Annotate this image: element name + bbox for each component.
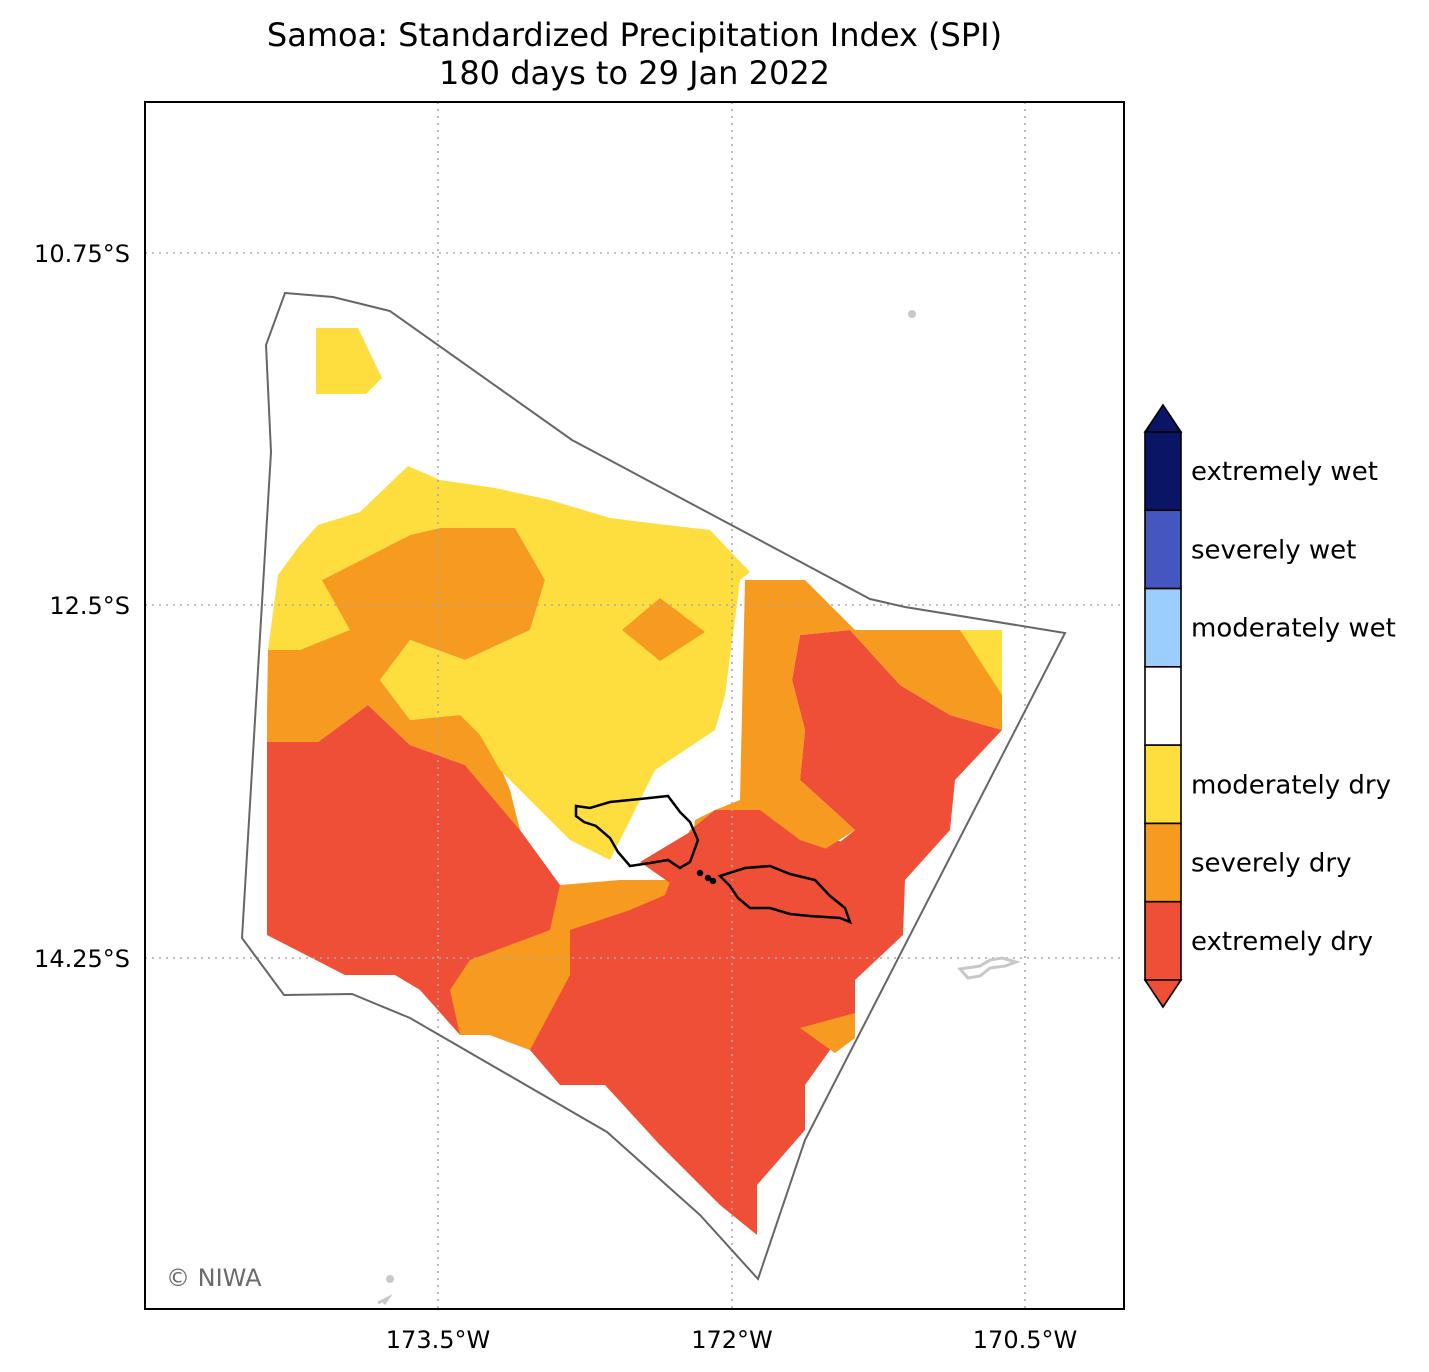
legend-label: extremely dry — [1191, 927, 1373, 957]
legend-label: extremely wet — [1191, 457, 1378, 487]
spi-fill-layer — [267, 328, 1002, 1235]
region-moderately-dry — [316, 328, 382, 394]
colorbar-swatch — [1144, 509, 1182, 590]
spi-colorbar-legend: extremely wet severely wet moderately wet m… — [1143, 403, 1396, 1009]
legend-label: moderately wet — [1191, 614, 1396, 644]
savaii-island — [574, 794, 700, 870]
region-extremely-dry — [640, 810, 860, 935]
colorbar-swatch — [1144, 666, 1182, 746]
region-moderately-dry — [268, 466, 750, 860]
legend-label: moderately dry — [1191, 770, 1391, 800]
lon-label-173.5: 173.5°W — [386, 1326, 490, 1354]
colorbar-extend-bottom — [1143, 979, 1183, 1009]
map-subtitle: 180 days to 29 Jan 2022 — [438, 54, 831, 92]
map-frame — [144, 101, 1125, 1310]
region-severely-dry — [800, 1013, 855, 1053]
gridlines — [145, 102, 1124, 1309]
neighbor-islands — [377, 310, 1021, 1305]
colorbar-swatch — [1144, 587, 1182, 668]
region-extremely-dry — [267, 630, 1002, 1235]
region-severely-dry — [267, 528, 1002, 1050]
samoa-islands — [574, 794, 853, 925]
lon-label-172: 172°W — [691, 1326, 773, 1354]
upolu-island — [717, 864, 853, 925]
copyright-text: © NIWA — [166, 1264, 262, 1292]
legend-label: severely wet — [1191, 535, 1356, 565]
colorbar-extend-top — [1143, 403, 1183, 433]
map-title: Samoa: Standardized Precipitation Index … — [266, 16, 1003, 54]
lat-label-12.5: 12.5°S — [49, 592, 130, 620]
colorbar-swatch — [1144, 822, 1182, 903]
colorbar-swatch — [1144, 744, 1182, 825]
lat-label-14.25: 14.25°S — [34, 945, 130, 973]
american-samoa-island — [957, 956, 1021, 980]
legend-label: severely dry — [1191, 849, 1352, 879]
lon-label-170.5: 170.5°W — [973, 1326, 1077, 1354]
region-severely-dry — [622, 598, 705, 661]
eez-boundary — [240, 291, 1067, 1281]
colorbar-swatch — [1144, 900, 1182, 981]
lat-label-10.75: 10.75°S — [34, 240, 130, 268]
region-moderately-dry — [960, 630, 1002, 695]
colorbar-swatch — [1144, 431, 1182, 512]
